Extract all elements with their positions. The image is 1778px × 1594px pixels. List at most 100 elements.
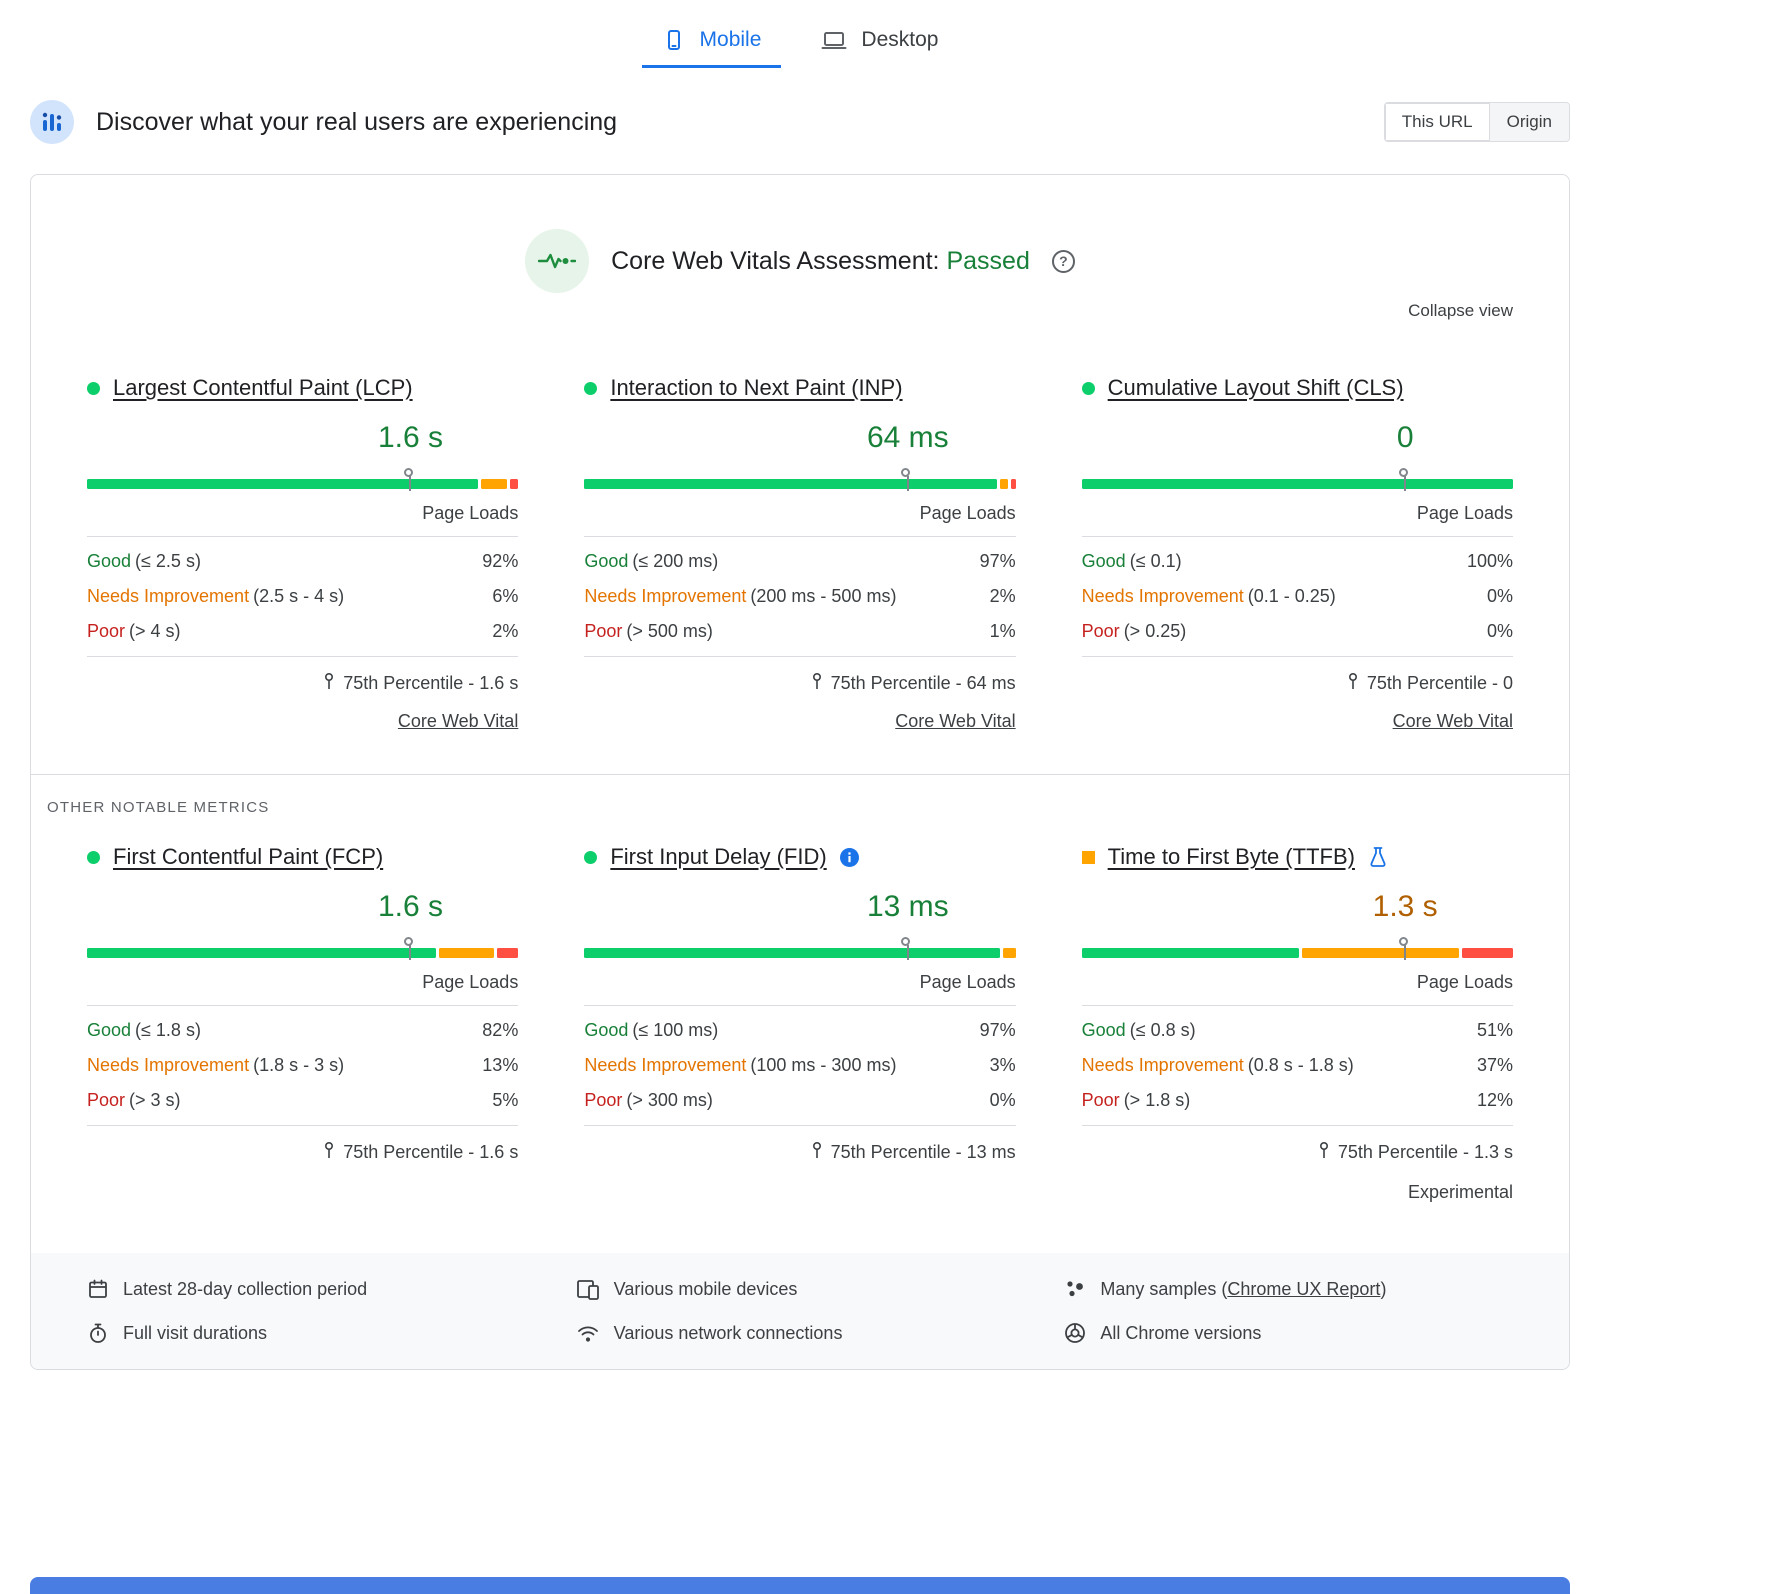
chrome-ux-report-link[interactable]: Chrome UX Report: [1227, 1278, 1381, 1299]
core-metrics-grid: Largest Contentful Paint (LCP) 1.6 s Pag…: [31, 321, 1569, 732]
metric-value: 1.3 s: [1372, 890, 1438, 923]
scope-toggle: This URL Origin: [1383, 102, 1570, 142]
metric-distribution-chart: 64 ms: [584, 405, 1016, 493]
bar-poor-segment: [1011, 479, 1016, 489]
distribution-row-poor: Poor (> 4 s) 2%: [87, 614, 518, 649]
collapse-row: Collapse view: [31, 293, 1569, 321]
metric-status-marker: [1081, 381, 1095, 395]
footer-visit-durations-label: Full visit durations: [123, 1322, 268, 1343]
metric-card: Time to First Byte (TTFB) 1.3 s Page Loa…: [1081, 844, 1513, 1203]
distribution-row-needs-improvement: Needs Improvement (0.8 s - 1.8 s) 37%: [1082, 1048, 1513, 1083]
poor-range: (> 4 s): [129, 621, 181, 641]
metric-title-link[interactable]: First Input Delay (FID): [610, 844, 827, 869]
help-icon[interactable]: ?: [1051, 249, 1075, 273]
needs-improvement-label: Needs Improvement: [87, 1055, 250, 1075]
distribution-row-good: Good (≤ 1.8 s) 82%: [87, 1013, 518, 1048]
distribution-table: Good (≤ 0.8 s) 51% Needs Improvement (0.8 …: [1081, 1005, 1513, 1126]
next-section-header-peek: [30, 1577, 1570, 1594]
metric-status-marker: [584, 381, 598, 395]
bar-needs-improvement-segment: [999, 479, 1009, 489]
good-percentage: 97%: [979, 1020, 1016, 1040]
needs-improvement-label: Needs Improvement: [584, 1055, 747, 1075]
page-loads-label: Page Loads: [1416, 503, 1513, 523]
core-web-vital-link[interactable]: Core Web Vital: [895, 711, 1016, 731]
metric-title-link[interactable]: Interaction to Next Paint (INP): [610, 375, 903, 400]
metric-title-link[interactable]: First Contentful Paint (FCP): [113, 844, 384, 869]
good-range: (≤ 100 ms): [632, 1020, 719, 1040]
metric-distribution-chart: 1.3 s: [1081, 874, 1513, 962]
poor-percentage: 1%: [989, 621, 1016, 641]
needs-improvement-percentage: 2%: [989, 586, 1016, 606]
distribution-bar: [584, 468, 1016, 491]
metric-value: 1.6 s: [377, 421, 444, 454]
percentile-row: 75th Percentile - 13 ms: [584, 1126, 1016, 1164]
field-section-title: Discover what your real users are experi…: [96, 107, 618, 136]
poor-percentage: 12%: [1476, 1090, 1513, 1110]
metric-title-link[interactable]: Largest Contentful Paint (LCP): [113, 375, 413, 400]
distribution-row-good: Good (≤ 100 ms) 97%: [584, 1013, 1015, 1048]
percentile-pin-icon: [811, 672, 823, 695]
metric-title-link[interactable]: Cumulative Layout Shift (CLS): [1107, 375, 1404, 400]
poor-percentage: 2%: [492, 621, 519, 641]
poor-range: (> 1.8 s): [1123, 1090, 1191, 1110]
bar-good-segment: [1081, 479, 1513, 489]
metric-title-row: Largest Contentful Paint (LCP): [87, 375, 518, 401]
device-tabs: Mobile Desktop: [30, 0, 1570, 68]
info-icon[interactable]: [839, 847, 859, 867]
distribution-row-needs-improvement: Needs Improvement (100 ms - 300 ms) 3%: [584, 1048, 1015, 1083]
data-collection-footer: Latest 28-day collection period Various …: [31, 1253, 1569, 1369]
metric-status-marker: [87, 381, 100, 395]
poor-percentage: 0%: [1486, 621, 1513, 641]
distribution-row-needs-improvement: Needs Improvement (200 ms - 500 ms) 2%: [584, 579, 1015, 614]
percentile-label: 75th Percentile - 64 ms: [830, 673, 1016, 693]
samples-icon: [1064, 1278, 1086, 1300]
core-web-vital-row: Core Web Vital: [1082, 695, 1513, 732]
needs-improvement-percentage: 6%: [492, 586, 519, 606]
poor-range: (> 0.25): [1123, 621, 1187, 641]
percentile-pin-icon: [811, 1141, 823, 1164]
tab-mobile[interactable]: Mobile: [641, 14, 782, 68]
good-range: (≤ 0.8 s): [1129, 1020, 1196, 1040]
poor-label: Poor: [1081, 1090, 1120, 1110]
tab-desktop[interactable]: Desktop: [801, 14, 958, 68]
bar-good-segment: [87, 479, 479, 489]
metric-card: Largest Contentful Paint (LCP) 1.6 s Pag…: [87, 375, 519, 732]
metric-status-marker: [87, 850, 100, 864]
metric-title-row: First Input Delay (FID): [584, 844, 1015, 870]
distribution-row-needs-improvement: Needs Improvement (2.5 s - 4 s) 6%: [87, 579, 518, 614]
percentile-row: 75th Percentile - 1.6 s: [87, 1126, 518, 1164]
metric-value: 0: [1396, 421, 1414, 454]
percentile-row: 75th Percentile - 0: [1082, 657, 1513, 695]
good-label: Good: [1081, 1020, 1126, 1040]
footer-chrome-versions: All Chrome versions: [1064, 1322, 1513, 1344]
scope-this-url-button[interactable]: This URL: [1384, 103, 1490, 141]
mobile-phone-icon: [662, 28, 686, 52]
metric-title-row: Time to First Byte (TTFB): [1081, 844, 1513, 870]
bar-good-segment: [1081, 948, 1299, 958]
needs-improvement-range: (200 ms - 500 ms): [750, 586, 897, 606]
good-range: (≤ 2.5 s): [135, 551, 201, 571]
metric-status-marker: [584, 850, 598, 864]
metric-distribution-chart: 1.6 s: [87, 405, 519, 493]
stopwatch-icon: [87, 1322, 109, 1344]
core-web-vital-link[interactable]: Core Web Vital: [1392, 711, 1513, 731]
bar-poor-segment: [1461, 948, 1513, 958]
metric-title-row: First Contentful Paint (FCP): [87, 844, 518, 870]
percentile-label: 75th Percentile - 1.3 s: [1337, 1142, 1513, 1162]
core-web-vital-link[interactable]: Core Web Vital: [397, 711, 519, 731]
poor-label: Poor: [87, 1090, 126, 1110]
needs-improvement-label: Needs Improvement: [584, 586, 747, 606]
pagespeed-field-section: Mobile Desktop Discover what your real u…: [30, 0, 1570, 1370]
distribution-row-good: Good (≤ 200 ms) 97%: [584, 544, 1015, 579]
metric-title-link[interactable]: Time to First Byte (TTFB): [1107, 844, 1355, 869]
distribution-bar: [87, 937, 519, 960]
bar-good-segment: [87, 948, 436, 958]
footer-samples: Many samples (Chrome UX Report): [1064, 1278, 1513, 1300]
percentile-pin-icon: [323, 672, 335, 695]
percentile-row: 75th Percentile - 64 ms: [584, 657, 1016, 695]
scope-origin-button[interactable]: Origin: [1489, 103, 1569, 141]
footer-samples-prefix: Many samples (: [1100, 1278, 1228, 1299]
experiment-flask-icon[interactable]: [1368, 846, 1388, 868]
collapse-view-link[interactable]: Collapse view: [1408, 301, 1513, 320]
needs-improvement-range: (1.8 s - 3 s): [253, 1055, 345, 1075]
